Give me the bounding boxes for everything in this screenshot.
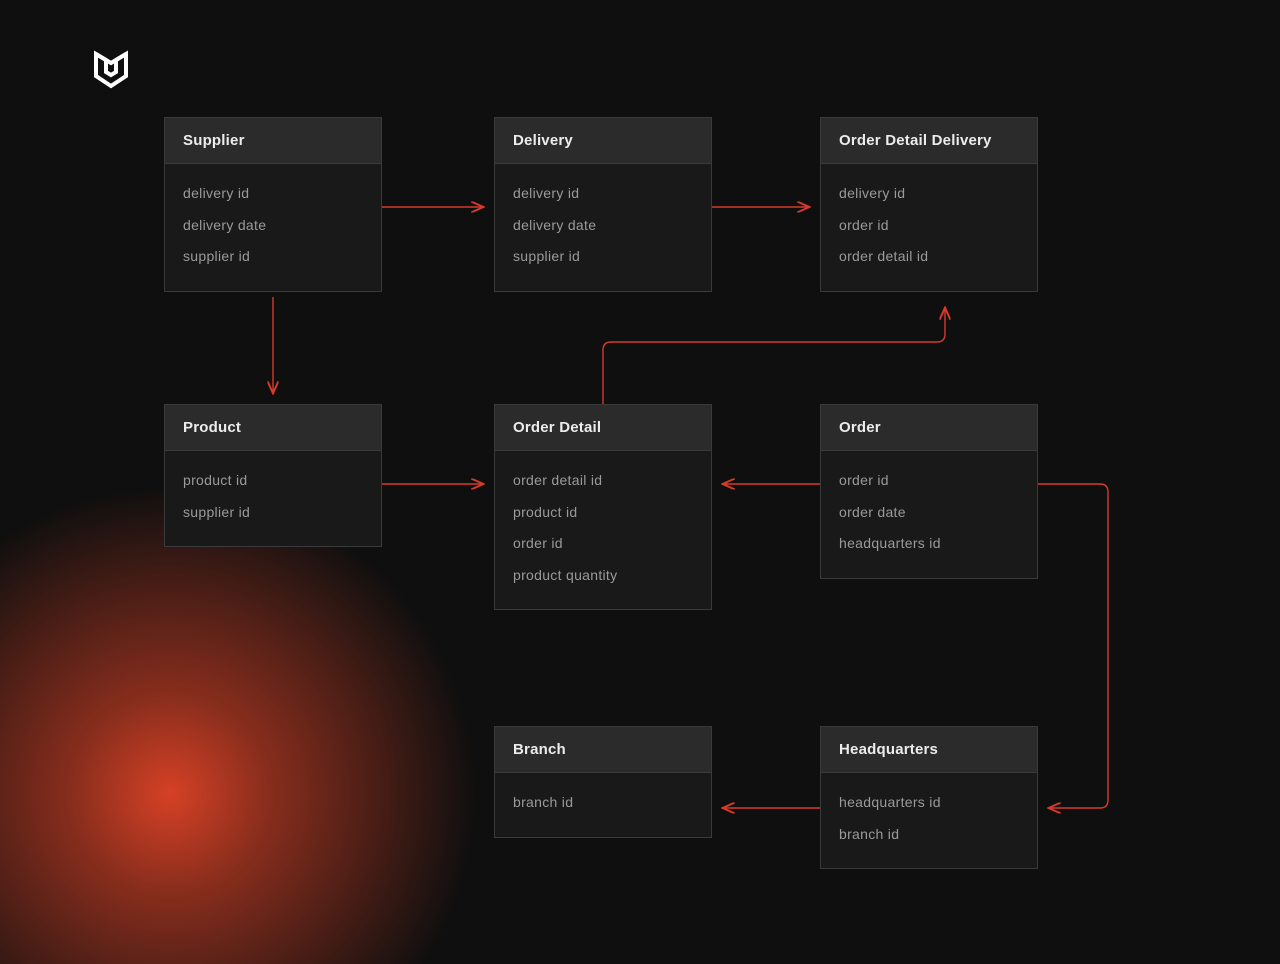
- entity-headquarters: Headquartersheadquarters idbranch id: [820, 726, 1038, 869]
- entity-field: delivery id: [839, 178, 1019, 210]
- entity-field: order id: [839, 210, 1019, 242]
- entity-fields: delivery iddelivery datesupplier id: [165, 164, 381, 291]
- entity-field: delivery date: [183, 210, 363, 242]
- entity-fields: branch id: [495, 773, 711, 837]
- entity-title: Branch: [495, 727, 711, 773]
- entity-title: Delivery: [495, 118, 711, 164]
- entity-title: Order Detail Delivery: [821, 118, 1037, 164]
- entity-title: Headquarters: [821, 727, 1037, 773]
- entity-title: Order Detail: [495, 405, 711, 451]
- entity-field: headquarters id: [839, 528, 1019, 560]
- entity-field: branch id: [513, 787, 693, 819]
- entity-field: order detail id: [513, 465, 693, 497]
- entity-field: product id: [513, 497, 693, 529]
- entity-product: Productproduct idsupplier id: [164, 404, 382, 547]
- entity-fields: order detail idproduct idorder idproduct…: [495, 451, 711, 609]
- entity-field: branch id: [839, 819, 1019, 851]
- entity-branch: Branch branch id: [494, 726, 712, 838]
- entity-field: product id: [183, 465, 363, 497]
- entity-field: supplier id: [513, 241, 693, 273]
- entity-field: product quantity: [513, 560, 693, 592]
- entity-field: headquarters id: [839, 787, 1019, 819]
- entity-fields: headquarters idbranch id: [821, 773, 1037, 868]
- entity-field: order date: [839, 497, 1019, 529]
- entity-field: order id: [839, 465, 1019, 497]
- entity-field: delivery id: [513, 178, 693, 210]
- entity-title: Product: [165, 405, 381, 451]
- entity-title: Order: [821, 405, 1037, 451]
- entity-field: supplier id: [183, 241, 363, 273]
- entity-field: supplier id: [183, 497, 363, 529]
- entity-field: delivery id: [183, 178, 363, 210]
- entity-fields: delivery iddelivery datesupplier id: [495, 164, 711, 291]
- entity-field: order detail id: [839, 241, 1019, 273]
- entity-delivery: Deliverydelivery iddelivery datesupplier…: [494, 117, 712, 292]
- entity-title: Supplier: [165, 118, 381, 164]
- entity-field: order id: [513, 528, 693, 560]
- entity-order_detail: Order Detailorder detail idproduct idord…: [494, 404, 712, 610]
- entity-fields: delivery idorder idorder detail id: [821, 164, 1037, 291]
- entity-order: Orderorder idorder dateheadquarters id: [820, 404, 1038, 579]
- brand-logo: [92, 50, 130, 99]
- entity-fields: product idsupplier id: [165, 451, 381, 546]
- diagram-canvas: Supplierdelivery iddelivery datesupplier…: [0, 0, 1280, 964]
- entity-supplier: Supplierdelivery iddelivery datesupplier…: [164, 117, 382, 292]
- entity-field: delivery date: [513, 210, 693, 242]
- entity-fields: order idorder dateheadquarters id: [821, 451, 1037, 578]
- entity-order_detail_delivery: Order Detail Deliverydelivery idorder id…: [820, 117, 1038, 292]
